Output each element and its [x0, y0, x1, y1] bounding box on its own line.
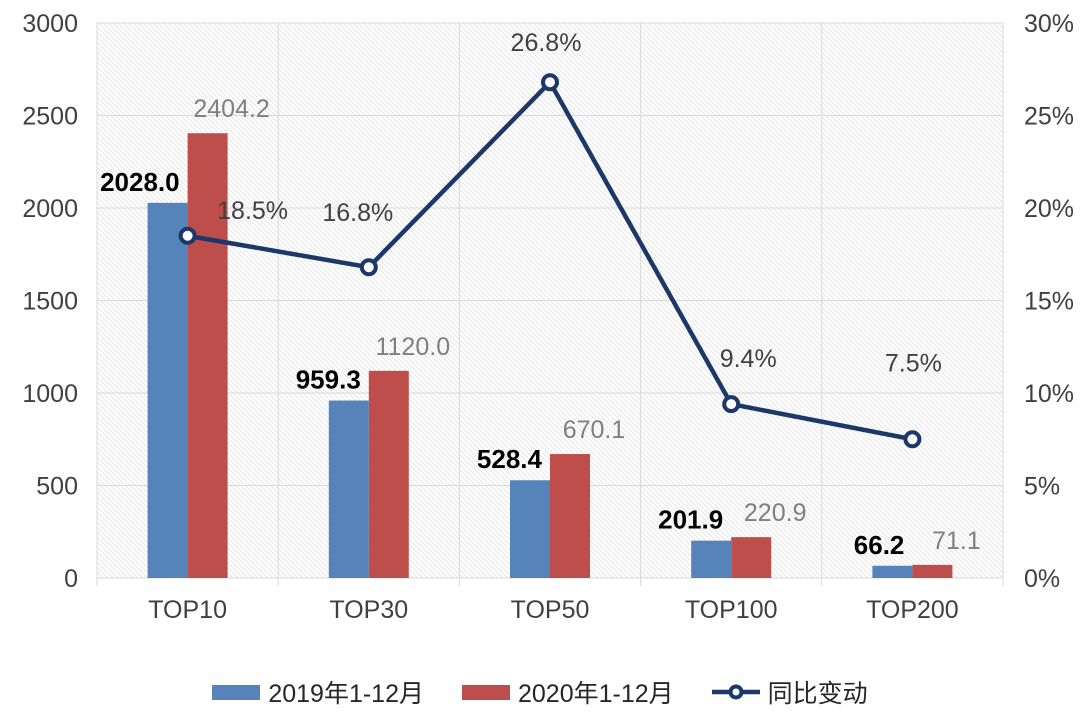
bar-2020-TOP10: [187, 133, 228, 578]
line-marker-TOP10: [178, 226, 197, 245]
legend-label-yoy: 同比变动: [767, 680, 868, 708]
bar-value-label-2019: 66.2: [854, 530, 905, 560]
bar-2020-TOP100: [731, 537, 772, 578]
line-marker-TOP30: [359, 258, 378, 277]
bar-2019-TOP10: [147, 202, 188, 578]
line-value-label: 18.5%: [217, 197, 288, 225]
legend-swatch-2020-rect: [461, 684, 510, 700]
secondary-y-axis-label: 30%: [1024, 10, 1074, 38]
category-label: TOP100: [685, 596, 778, 624]
line-value-label: 16.8%: [322, 199, 393, 227]
bar-value-label-2020: 1120.0: [375, 333, 450, 361]
bar-value-label-2020: 2404.2: [193, 95, 269, 123]
y-axis-label: 500: [36, 473, 78, 501]
line-value-label: 7.5%: [885, 349, 942, 377]
y-axis-label: 0: [64, 565, 78, 593]
line-marker-TOP200: [903, 430, 922, 449]
bar-2020-TOP50: [550, 454, 590, 578]
y-axis-label: 1500: [22, 288, 78, 316]
bar-2019-TOP50: [510, 480, 550, 578]
secondary-y-axis-label: 5%: [1024, 473, 1060, 501]
legend-item-2019: 2019年1-12月: [212, 674, 424, 710]
legend-line-marker-circle: [728, 684, 744, 700]
bar-value-label-2019: 528.4: [477, 444, 543, 474]
bar-2020-TOP200: [912, 564, 953, 578]
y-axis-label: 2500: [22, 103, 78, 131]
category-label: TOP50: [511, 596, 590, 624]
y-axis-label: 1000: [22, 380, 78, 408]
bar-value-label-2020: 71.1: [932, 527, 981, 555]
bar-2019-TOP30: [328, 400, 369, 578]
legend-swatch-2019-rect: [212, 684, 261, 700]
secondary-y-axis-label: 0%: [1024, 565, 1060, 593]
bar-value-label-2020: 220.9: [744, 499, 807, 527]
bar-2019-TOP200: [872, 565, 913, 578]
bar-value-label-2019: 959.3: [296, 365, 361, 395]
category-label: TOP30: [329, 596, 408, 624]
legend-swatch-2019-icon: [212, 684, 261, 700]
bar-value-label-2020: 670.1: [563, 416, 626, 444]
legend-label-2020: 2020年1-12月: [517, 680, 674, 708]
y-axis-label: 2000: [22, 195, 78, 223]
secondary-y-axis-label: 25%: [1024, 103, 1074, 131]
legend-item-yoy-line: 同比变动: [711, 674, 868, 710]
bar-2020-TOP30: [368, 370, 409, 578]
secondary-y-axis-label: 20%: [1024, 195, 1074, 223]
bar-2019-TOP100: [691, 540, 732, 578]
legend-swatch-2020-icon: [461, 684, 510, 700]
category-label: TOP10: [148, 596, 227, 624]
bar-value-label-2019: 2028.0: [100, 167, 180, 197]
chart-legend: 2019年1-12月 2020年1-12月 同比变动: [0, 672, 1080, 712]
legend-label-2019: 2019年1-12月: [268, 680, 424, 708]
line-value-label: 9.4%: [720, 345, 777, 373]
bar-value-label-2019: 201.9: [658, 505, 723, 535]
legend-line-marker-icon: [711, 684, 760, 700]
line-value-label: 26.8%: [511, 29, 582, 57]
secondary-y-axis-label: 10%: [1024, 380, 1074, 408]
secondary-y-axis-label: 15%: [1024, 288, 1074, 316]
legend-item-2020: 2020年1-12月: [461, 674, 674, 710]
y-axis-label: 3000: [22, 10, 78, 38]
category-label: TOP200: [866, 596, 959, 624]
line-marker-TOP50: [541, 73, 559, 92]
line-marker-TOP100: [722, 395, 741, 414]
